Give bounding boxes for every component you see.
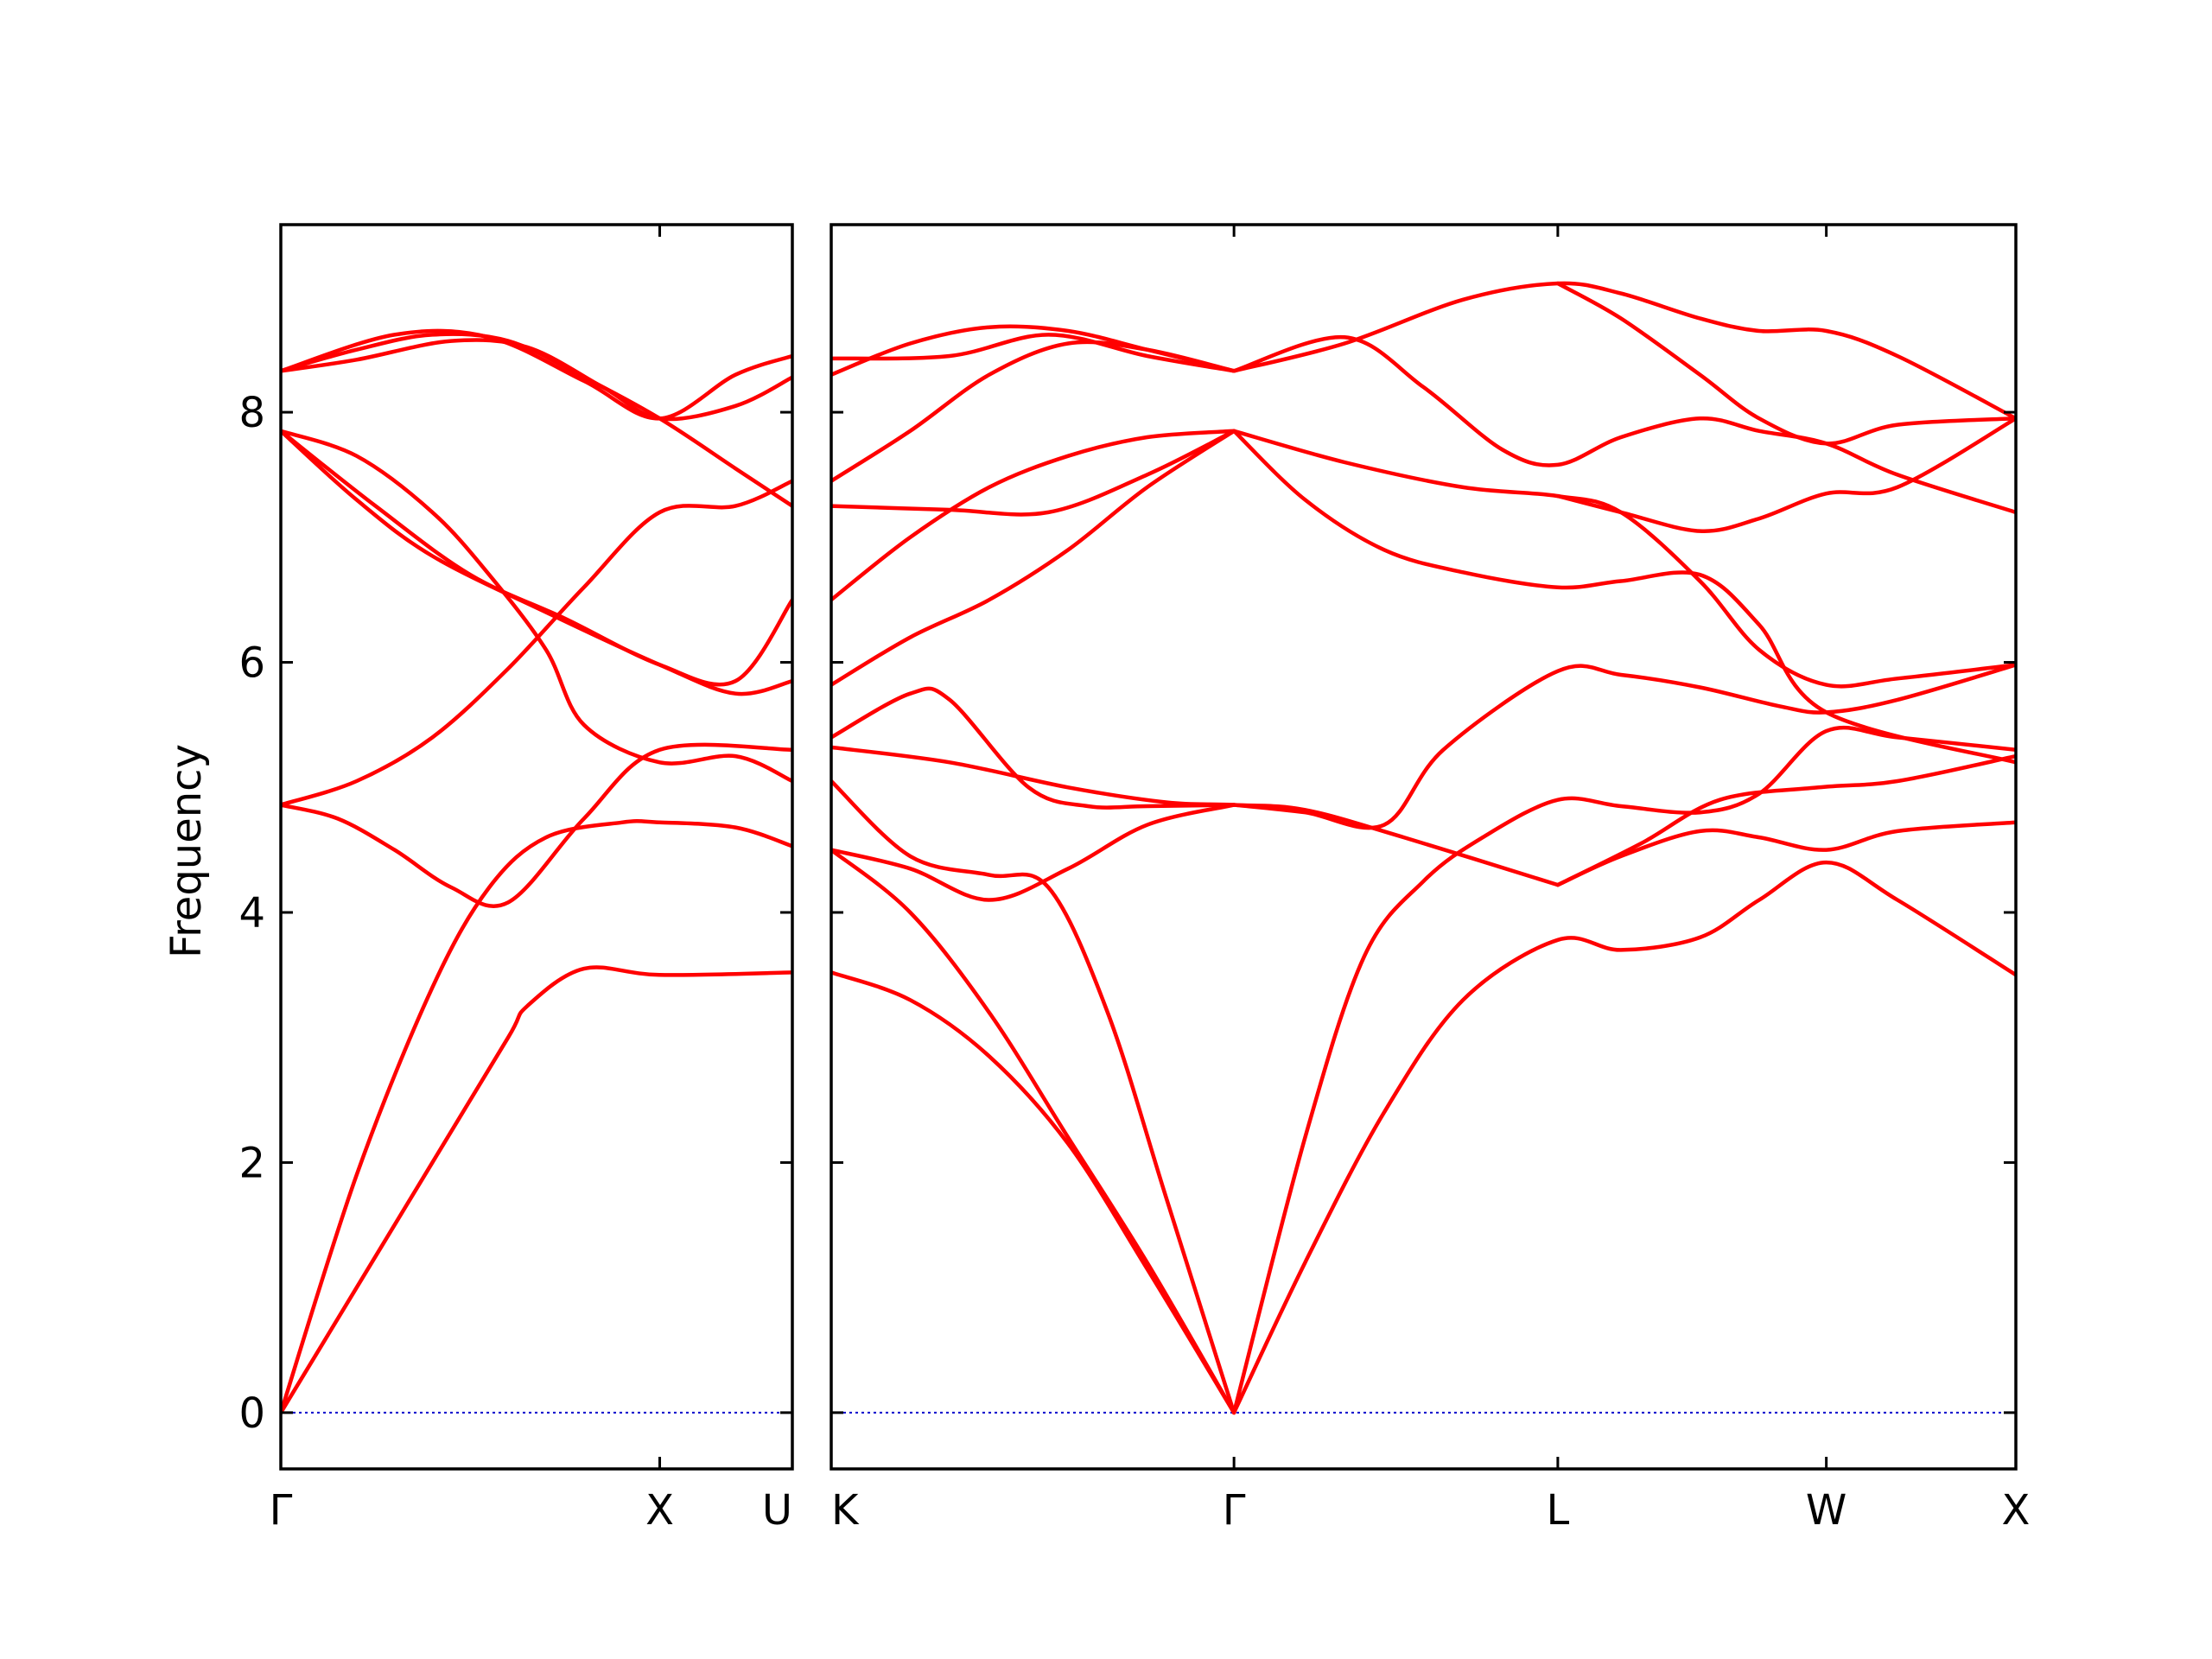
band-line-19 [831, 324, 1236, 377]
x-tick-label: L [1547, 1486, 1570, 1535]
band-line-16 [1231, 429, 2016, 689]
x-tick-label: Γ [1223, 1486, 1246, 1535]
plot-frame [830, 223, 2018, 1471]
chart-panels: 0 2 4 6 8 Γ X U K Γ L W X [238, 223, 2031, 1535]
band-line-7 [831, 686, 1236, 810]
band-line-20 [831, 333, 1236, 373]
band-line-10 [1555, 820, 2016, 887]
band-line-15 [1231, 429, 2016, 765]
band-line-3 [281, 742, 792, 908]
band-line-21 [1231, 281, 2016, 421]
band-line-7 [281, 429, 792, 696]
band-line-5 [281, 429, 792, 784]
y-tick-label: 6 [238, 639, 265, 688]
band-line-8 [831, 745, 1560, 887]
band-line-10 [281, 328, 792, 421]
x-tick-label: X [2002, 1486, 2031, 1535]
band-line-13 [831, 429, 1236, 602]
band-line-4 [1231, 725, 2016, 1415]
y-tick-label: 4 [238, 889, 265, 938]
plot-frame [279, 223, 794, 1471]
band-line-4 [281, 479, 792, 807]
x-tick-label: X [645, 1486, 674, 1535]
band-line-12 [831, 429, 1236, 687]
band-line-1 [831, 970, 1236, 1415]
band-line-1 [281, 965, 792, 1415]
band-line-6 [831, 803, 1236, 902]
band-line-9 [281, 338, 792, 422]
panel-left: 0 2 4 6 8 Γ X U [238, 223, 794, 1535]
band-line-6 [281, 429, 792, 687]
band-line-14 [831, 429, 1236, 517]
band-line-2 [831, 848, 1236, 1415]
y-tick-label: 2 [238, 1139, 265, 1187]
band-line-11 [1555, 753, 2016, 887]
band-line-3 [831, 779, 1236, 1415]
x-tick-label: Γ [270, 1486, 293, 1535]
band-line-2 [281, 819, 792, 1415]
band-line-22 [1231, 335, 2016, 515]
band-line-9 [1231, 663, 2016, 830]
band-line-5 [1231, 860, 2016, 1415]
y-axis-label: Frequency [162, 744, 211, 958]
x-tick-label: W [1806, 1486, 1847, 1535]
x-tick-label: K [831, 1486, 860, 1535]
x-tick-label: U [762, 1486, 792, 1535]
y-tick-label: 8 [238, 389, 265, 437]
band-line-23 [1555, 281, 2016, 446]
y-tick-label: 0 [238, 1389, 265, 1438]
band-group [831, 281, 2016, 1415]
band-group [281, 328, 792, 1415]
